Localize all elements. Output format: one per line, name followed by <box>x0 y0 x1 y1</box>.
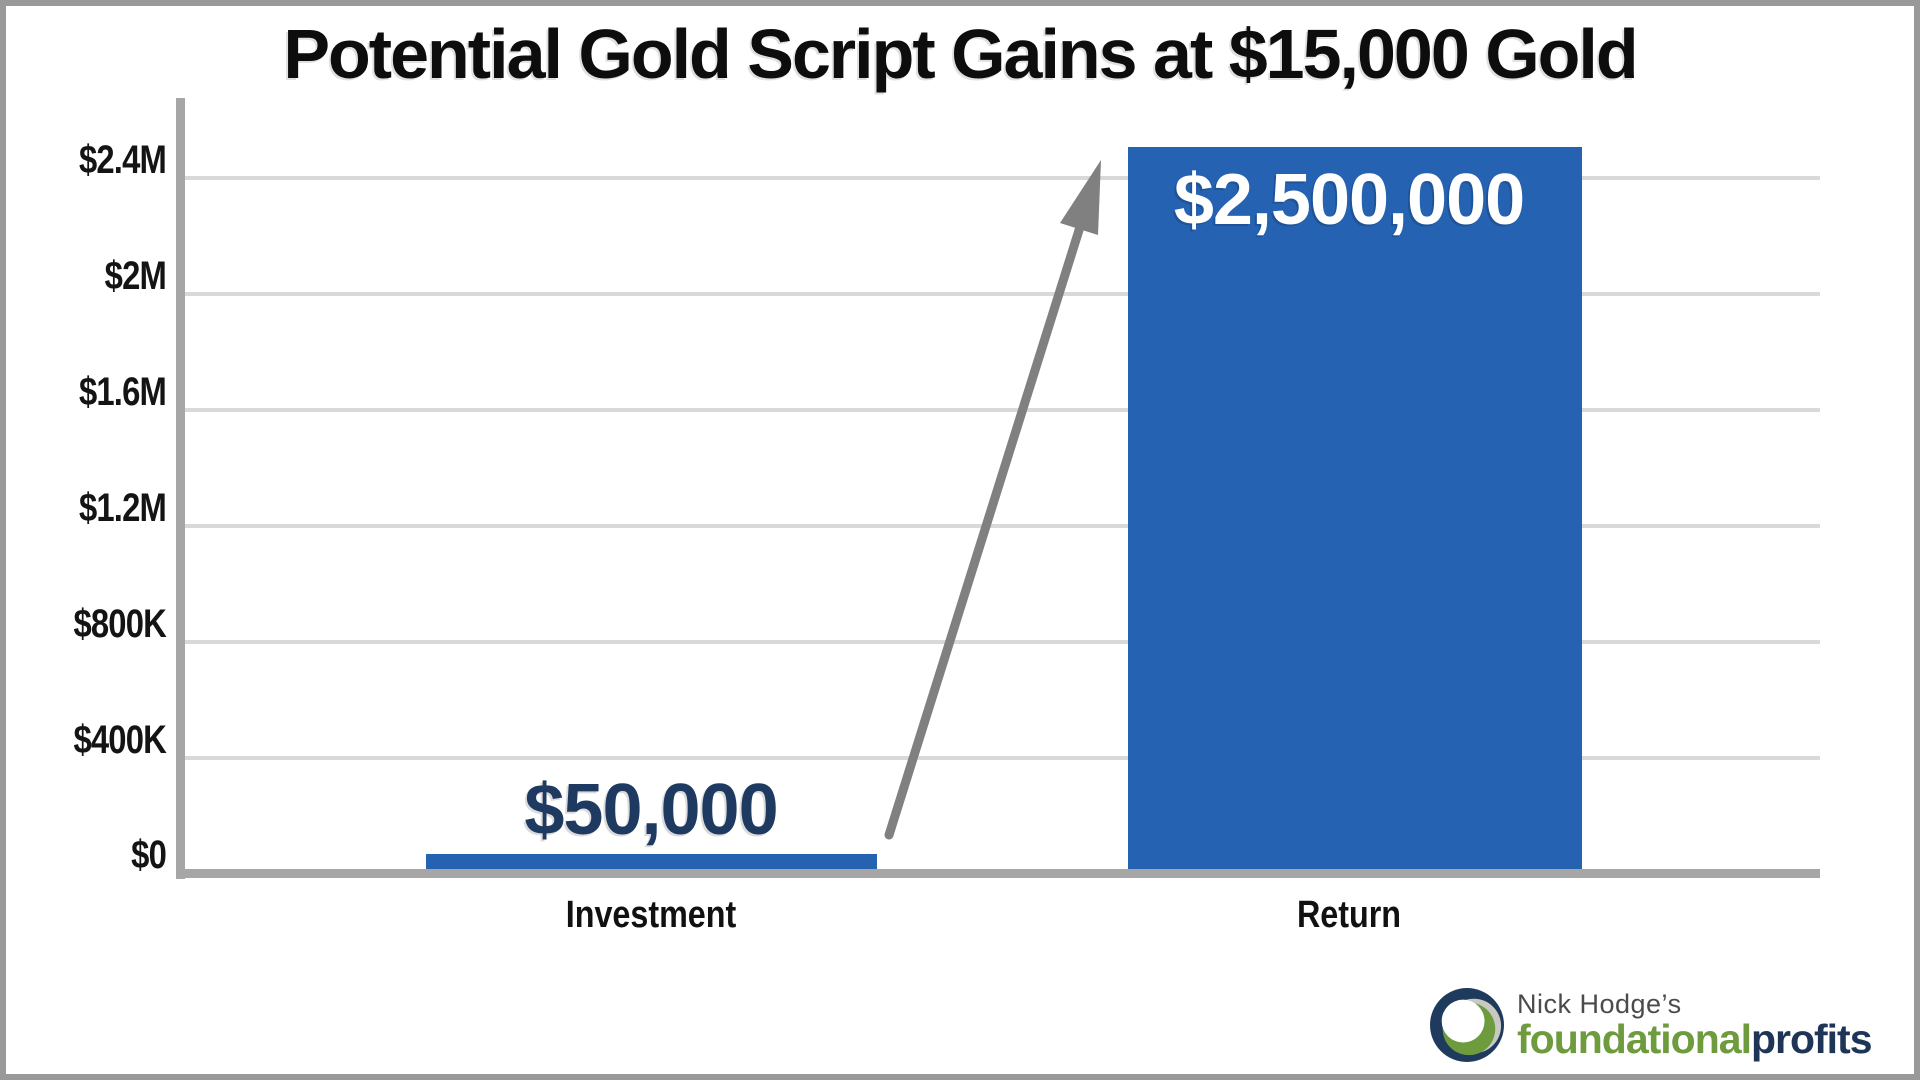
y-tick-label: $1.2M <box>78 486 167 530</box>
chart-title: Potential Gold Script Gains at $15,000 G… <box>283 15 1638 93</box>
y-tick-label: $1.6M <box>78 370 167 414</box>
brand-name-navy: profits <box>1750 1016 1873 1063</box>
x-tick-label-return: Return <box>1296 894 1402 936</box>
x-axis-line <box>176 869 1820 878</box>
brand-logo: Nick Hodge’s foundationalprofits <box>1430 988 1873 1063</box>
growth-arrow-icon <box>884 160 1101 840</box>
brand-name: Nick Hodge’s foundationalprofits <box>1517 988 1873 1063</box>
y-tick-label: $0 <box>131 833 167 877</box>
y-axis-line <box>176 98 185 879</box>
investment-bar <box>426 854 877 869</box>
investment-value-label: $50,000 <box>524 770 778 850</box>
return-bar <box>1128 147 1582 869</box>
y-tick-label: $800K <box>73 602 166 646</box>
gridline <box>185 176 1820 180</box>
y-tick-label: $2M <box>104 254 167 298</box>
brand-name-green: foundational <box>1517 1016 1752 1063</box>
y-tick-label: $2.4M <box>78 138 167 182</box>
brand-mark-icon <box>1430 988 1504 1062</box>
brand-prefix: Nick Hodge’s <box>1517 988 1682 1019</box>
return-value-label: $2,500,000 <box>1173 160 1525 240</box>
x-tick-label-investment: Investment <box>565 894 737 936</box>
y-tick-label: $400K <box>73 718 166 762</box>
